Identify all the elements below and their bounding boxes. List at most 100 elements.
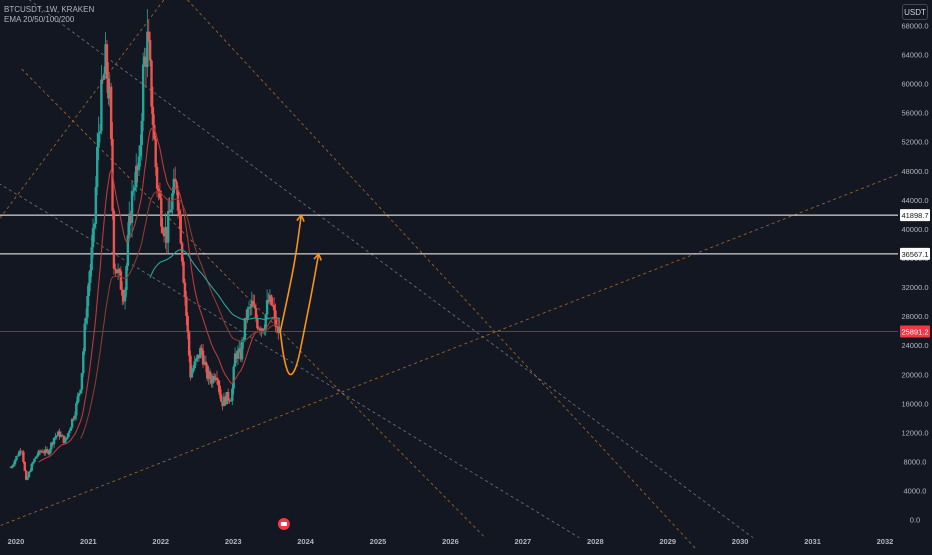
candle-body-108 xyxy=(160,198,163,227)
projection-arrowhead-2 xyxy=(313,252,322,261)
candle-body-162 xyxy=(235,353,238,359)
price-tick-label-0: 0.0 xyxy=(910,516,920,525)
candle-body-165 xyxy=(239,348,242,360)
candle-body-147 xyxy=(214,377,217,381)
candle-body-185 xyxy=(267,299,270,303)
candle-body-4 xyxy=(15,456,18,461)
candle-body-64 xyxy=(98,131,102,134)
candle-body-79 xyxy=(119,271,123,290)
candle-body-152 xyxy=(221,401,224,407)
symbol-title[interactable]: BTCUSDT, 1W, KRAKEN xyxy=(4,5,95,14)
candle-body-71 xyxy=(108,86,111,99)
candle-body-106 xyxy=(157,188,160,191)
candle-body-158 xyxy=(229,400,233,402)
price-tick-label-11: 44000.0 xyxy=(901,196,928,205)
candle-body-170 xyxy=(246,308,249,320)
price-tick-label-6: 24000.0 xyxy=(901,341,928,350)
candle-body-17 xyxy=(33,458,36,463)
price-tick-label-8: 32000.0 xyxy=(901,283,928,292)
candle-body-32 xyxy=(54,436,57,438)
price-tick-label-17: 68000.0 xyxy=(901,21,928,30)
candle-body-145 xyxy=(211,375,215,384)
candle-body-167 xyxy=(242,339,245,341)
candle-body-172 xyxy=(249,307,252,308)
price-tick-label-3: 12000.0 xyxy=(901,428,928,437)
candle-body-173 xyxy=(250,300,253,308)
chart-legend: BTCUSDT, 1W, KRAKEN EMA 20/50/100/200 xyxy=(4,5,94,25)
candle-body-150 xyxy=(218,385,221,395)
price-tick-label-12: 48000.0 xyxy=(901,167,928,176)
candle-body-154 xyxy=(224,396,227,405)
candle-body-72 xyxy=(109,86,113,140)
candle-body-57 xyxy=(89,269,92,283)
candle-body-18 xyxy=(34,456,38,459)
projection-path-2 xyxy=(279,253,320,376)
candle-body-14 xyxy=(29,470,32,472)
candle-body-38 xyxy=(62,435,65,443)
candle-body-2 xyxy=(12,464,15,466)
candle-body-46 xyxy=(73,415,77,419)
ema-100-line xyxy=(149,249,280,321)
candle-body-110 xyxy=(162,232,166,237)
candle-body-93 xyxy=(139,145,142,157)
candle-body-21 xyxy=(38,450,42,453)
currency-button[interactable]: USDT xyxy=(902,4,928,20)
candle-body-24 xyxy=(43,452,46,454)
price-tick-label-1: 4000.0 xyxy=(904,487,927,496)
candle-body-50 xyxy=(79,389,82,394)
candle-body-140 xyxy=(204,361,208,366)
candle-body-136 xyxy=(199,348,202,359)
projection-path-1 xyxy=(279,215,303,332)
candle-body-1 xyxy=(11,465,14,468)
candle-body-138 xyxy=(201,350,205,365)
candle-body-95 xyxy=(141,64,145,121)
candle-body-44 xyxy=(70,418,74,428)
candle-body-30 xyxy=(51,442,54,445)
candle-body-155 xyxy=(225,392,228,405)
candle-body-53 xyxy=(83,323,86,352)
ema-lines xyxy=(38,127,280,463)
ema-50-line xyxy=(80,191,280,439)
candle-body-22 xyxy=(40,451,43,453)
candle-body-59 xyxy=(91,227,95,248)
candle-body-61 xyxy=(94,187,98,224)
time-axis[interactable]: 2020 2021 2022 2023 2024 2025 2026 2027 2028 2029… xyxy=(8,537,894,546)
candle-body-163 xyxy=(236,350,240,359)
projection-arrows xyxy=(279,213,322,376)
candle-body-36 xyxy=(59,434,63,437)
candle-body-86 xyxy=(129,213,132,224)
candle-body-16 xyxy=(31,462,35,464)
candle-body-81 xyxy=(122,295,125,302)
candle-body-94 xyxy=(140,120,143,146)
candle-body-128 xyxy=(187,332,191,356)
time-tick-label-2030: 2030 xyxy=(732,537,749,546)
candle-body-98 xyxy=(146,31,149,67)
candle-body-174 xyxy=(251,300,255,306)
candle-body-131 xyxy=(192,368,195,372)
indicator-title[interactable]: EMA 20/50/100/200 xyxy=(4,15,75,24)
time-tick-label-2021: 2021 xyxy=(80,537,97,546)
candle-body-118 xyxy=(173,178,177,182)
candle-body-179 xyxy=(258,328,262,331)
candle-body-142 xyxy=(207,371,210,379)
price-axis[interactable]: 0.0 4000.0 8000.0 12000.0 16000.0 20000.0 2400… xyxy=(900,21,930,525)
candle-body-161 xyxy=(233,353,237,367)
candle-body-9 xyxy=(22,451,25,463)
candle-body-67 xyxy=(102,73,106,80)
horizontal-levels xyxy=(0,214,898,332)
candle-body-69 xyxy=(105,44,109,79)
candle-body-116 xyxy=(171,193,174,210)
candle-body-43 xyxy=(69,427,72,431)
candle-body-192 xyxy=(277,326,280,333)
candle-body-51 xyxy=(80,373,84,390)
candle-body-92 xyxy=(137,156,141,171)
candle-body-55 xyxy=(86,296,89,318)
candle-body-134 xyxy=(196,354,199,359)
candle-body-166 xyxy=(240,340,244,360)
candle-body-189 xyxy=(272,304,276,311)
candle-body-66 xyxy=(101,79,104,81)
event-marker[interactable] xyxy=(277,518,290,530)
